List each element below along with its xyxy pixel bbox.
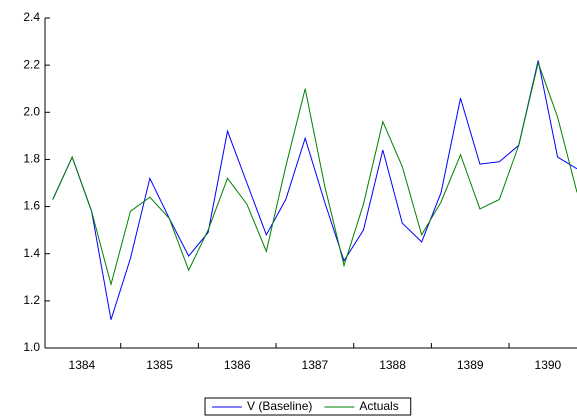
legend-label: Actuals	[359, 399, 398, 413]
x-tick-label: 1387	[302, 358, 329, 372]
y-tick-label: 2.2	[23, 57, 40, 71]
x-tick-label: 1388	[379, 358, 406, 372]
y-tick-label: 2.4	[23, 10, 40, 24]
y-tick-label: 1.4	[23, 246, 40, 260]
y-tick-label: 1.6	[23, 199, 40, 213]
x-tick-label: 1385	[146, 358, 173, 372]
y-tick-label: 2.0	[23, 104, 40, 118]
x-tick-label: 1389	[457, 358, 484, 372]
y-tick-label: 1.8	[23, 152, 40, 166]
x-tick-label: 1386	[224, 358, 251, 372]
legend-label: V (Baseline)	[247, 399, 312, 413]
x-tick-label: 1384	[69, 358, 96, 372]
series-line	[52, 61, 577, 287]
legend: V (Baseline) Actuals	[204, 397, 412, 416]
legend-box	[204, 397, 412, 416]
y-tick-label: 1.0	[23, 340, 40, 354]
y-tick-label: 1.2	[23, 293, 40, 307]
series-line	[52, 60, 577, 320]
x-tick-label: 1390	[535, 358, 562, 372]
